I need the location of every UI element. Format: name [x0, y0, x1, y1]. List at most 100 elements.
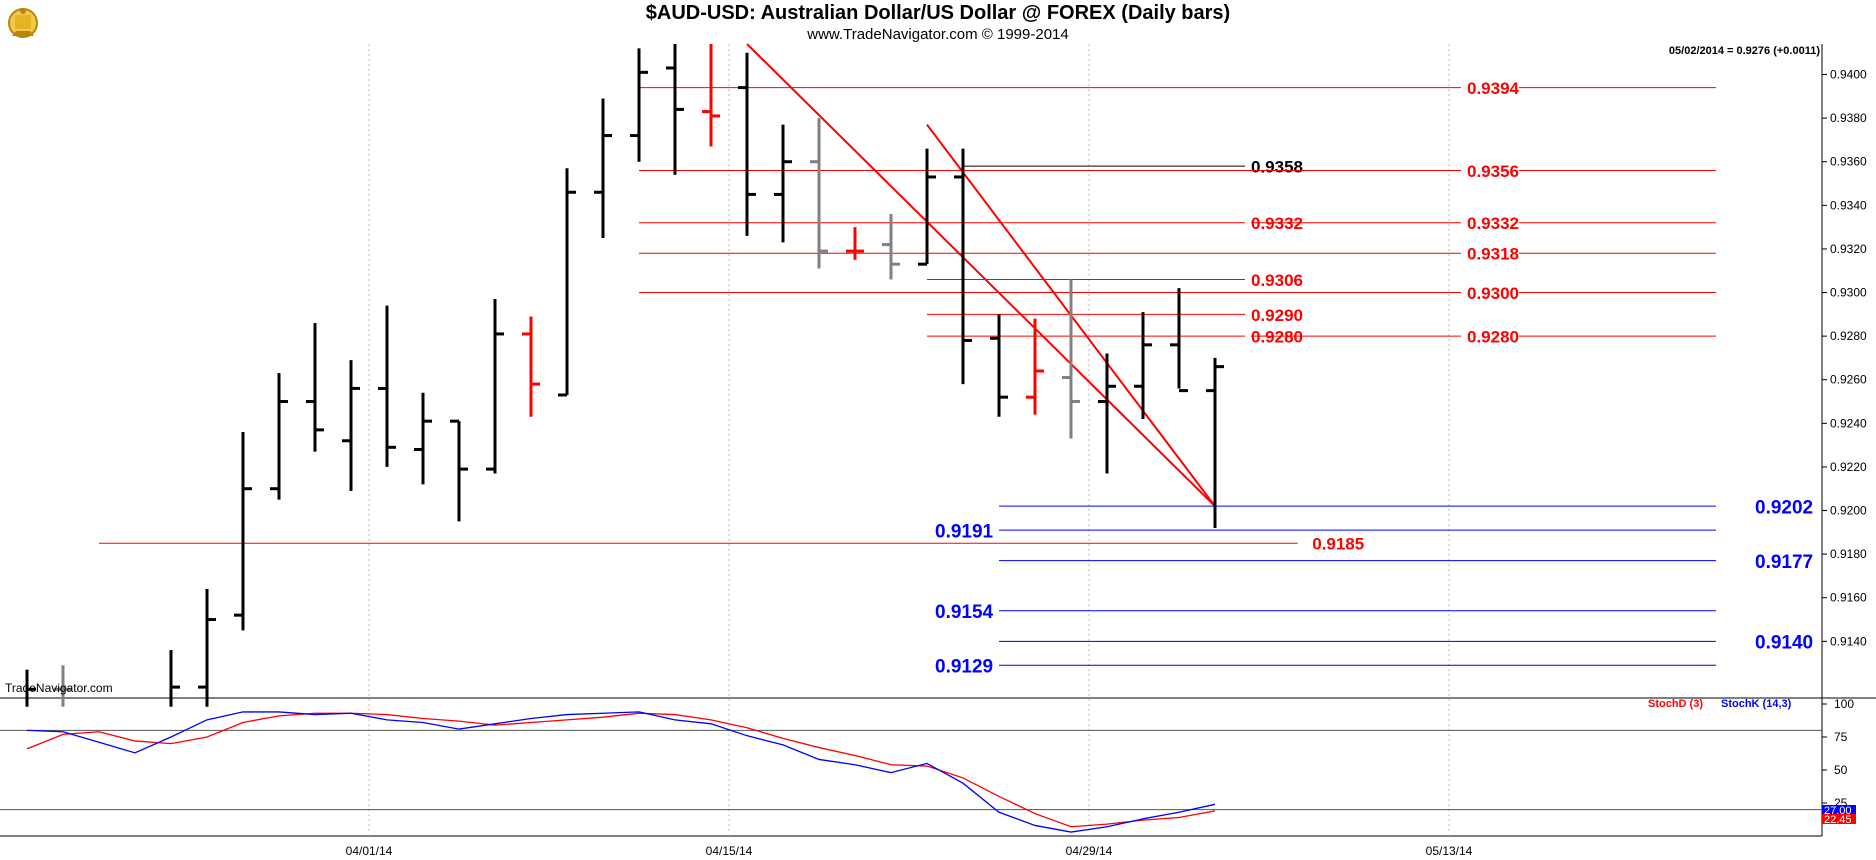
ohlc-bar	[522, 316, 540, 417]
level-label-bg	[1461, 159, 1519, 182]
y-tick-label: 0.9340	[1830, 198, 1867, 212]
level-label-bg	[1749, 548, 1814, 574]
legend-stoch-k[interactable]: StochK (14,3)	[1721, 698, 1792, 710]
legend-stoch-d[interactable]: StochD (3)	[1648, 698, 1703, 710]
trend-line	[746, 43, 1216, 507]
ohlc-bar	[918, 148, 936, 266]
ohlc-bar	[450, 419, 468, 522]
level-label-bg	[1749, 493, 1814, 519]
level-label-bg	[1461, 281, 1519, 304]
level-label: 0.9306	[1251, 271, 1303, 290]
ohlc-bar	[558, 168, 576, 397]
level-label-bg	[1245, 303, 1303, 326]
price-plot-area	[0, 44, 1822, 698]
level-label: 0.9332	[1251, 214, 1303, 233]
stoch-y-tick-label: 75	[1834, 730, 1848, 744]
y-tick-label: 0.9280	[1830, 329, 1867, 343]
level-label-bg	[929, 652, 994, 678]
level-label-bg	[929, 517, 994, 543]
ohlc-bar	[810, 118, 828, 269]
y-tick-label: 0.9400	[1830, 68, 1867, 82]
stoch-last-value: 22.45	[1824, 814, 1852, 826]
ohlc-bar	[702, 44, 720, 147]
chart-subtitle: www.TradeNavigator.com © 1999-2014	[807, 26, 1069, 43]
y-tick-label: 0.9380	[1830, 111, 1867, 125]
x-tick-label: 04/01/14	[346, 844, 393, 858]
y-tick-label: 0.9220	[1830, 460, 1867, 474]
level-label: 0.9356	[1467, 162, 1519, 181]
level-label-bg	[1461, 242, 1519, 265]
ohlc-bar	[1134, 312, 1152, 419]
level-label: 0.9185	[1312, 535, 1364, 554]
last-value-readout: 05/02/2014 = 0.9276 (+0.0011)	[1668, 45, 1820, 57]
y-tick-label: 0.9360	[1830, 155, 1867, 169]
level-label: 0.9300	[1467, 284, 1519, 303]
level-label-bg	[1461, 325, 1519, 348]
ohlc-bar	[1170, 288, 1188, 393]
level-label-bg	[1245, 268, 1303, 291]
level-label: 0.9318	[1467, 245, 1519, 264]
x-tick-label: 05/13/14	[1426, 844, 1473, 858]
stoch-y-tick-label: 100	[1834, 697, 1854, 711]
level-label: 0.9177	[1755, 552, 1813, 573]
level-label: 0.9332	[1467, 214, 1519, 233]
stoch-series-line	[26, 711, 1216, 833]
y-tick-label: 0.9180	[1830, 547, 1867, 561]
level-label-bg	[1461, 76, 1519, 99]
ohlc-bar	[25, 669, 36, 707]
chart-title: $AUD-USD: Australian Dollar/US Dollar @ …	[645, 2, 1231, 24]
level-label-bg	[1245, 155, 1303, 178]
ohlc-bar	[666, 44, 684, 175]
level-label: 0.9280	[1251, 328, 1303, 347]
ohlc-bar	[594, 98, 612, 239]
ohlc-bar	[990, 314, 1008, 417]
y-tick-label: 0.9160	[1830, 591, 1867, 605]
level-label: 0.9280	[1467, 328, 1519, 347]
ohlc-bar	[774, 124, 792, 243]
ohlc-bar	[486, 299, 504, 474]
level-label: 0.9358	[1251, 158, 1303, 177]
level-label-bg	[1461, 211, 1519, 234]
ohlc-bar	[954, 148, 972, 385]
ohlc-bar	[198, 589, 216, 707]
level-label: 0.9191	[935, 521, 994, 542]
ohlc-bar	[234, 432, 252, 631]
ohlc-bar	[630, 48, 648, 162]
ohlc-bar	[270, 373, 288, 500]
level-label-bg	[1749, 628, 1814, 654]
y-tick-label: 0.9260	[1830, 373, 1867, 387]
ohlc-bar	[1098, 353, 1116, 474]
level-label: 0.9140	[1755, 633, 1813, 654]
ohlc-bar	[342, 360, 360, 491]
level-label: 0.9290	[1251, 306, 1303, 325]
ohlc-bar	[738, 52, 756, 236]
level-label-bg	[929, 598, 994, 624]
level-label-bg	[1306, 532, 1364, 555]
ohlc-bar	[846, 227, 864, 260]
x-tick-label: 04/15/14	[706, 844, 753, 858]
stoch-last-value-box	[1822, 805, 1856, 815]
level-label: 0.9202	[1755, 497, 1813, 518]
x-tick-label: 04/29/14	[1066, 844, 1113, 858]
ohlc-bar	[1026, 318, 1044, 415]
ohlc-bar	[378, 305, 396, 467]
level-label: 0.9394	[1467, 79, 1520, 98]
y-tick-label: 0.9320	[1830, 242, 1867, 256]
ohlc-bar	[169, 650, 180, 707]
ohlc-bar	[1062, 279, 1080, 439]
ohlc-bar	[882, 214, 900, 280]
y-tick-label: 0.9140	[1830, 634, 1867, 648]
ohlc-bar	[306, 323, 324, 452]
ohlc-bar	[1206, 357, 1224, 528]
y-tick-label: 0.9300	[1830, 286, 1867, 300]
stoch-y-tick-label: 50	[1834, 763, 1848, 777]
ohlc-bar	[54, 665, 72, 707]
level-label: 0.9154	[935, 602, 994, 623]
trade-navigator-logo-icon	[8, 8, 38, 38]
y-tick-label: 0.9240	[1830, 416, 1867, 430]
ohlc-bar	[414, 392, 432, 485]
stoch-series-line	[26, 712, 1216, 828]
level-label: 0.9129	[935, 657, 993, 678]
y-tick-label: 0.9200	[1830, 504, 1867, 518]
